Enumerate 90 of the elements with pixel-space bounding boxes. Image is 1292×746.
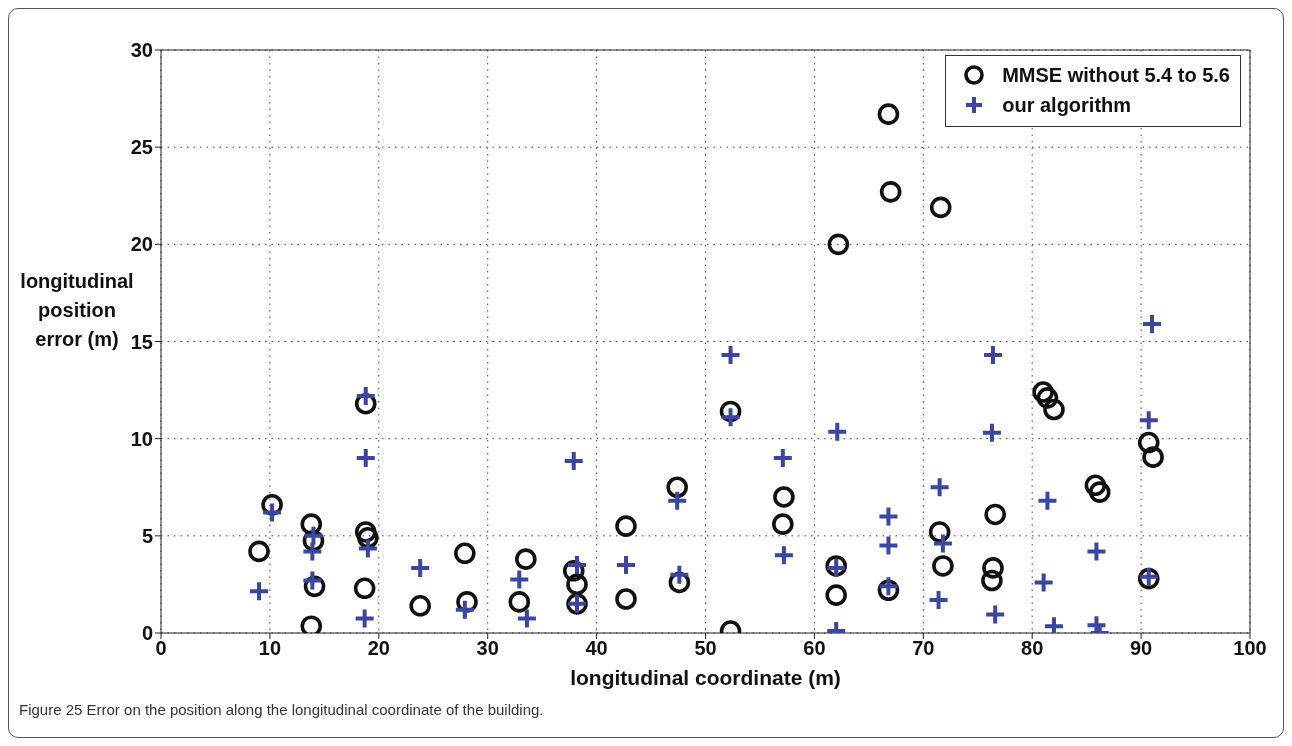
point — [984, 603, 1007, 626]
point — [929, 196, 952, 219]
point — [827, 233, 850, 256]
point — [877, 103, 900, 125]
point — [515, 548, 537, 570]
point — [301, 569, 324, 592]
x-tick-label: 40 — [585, 637, 608, 660]
point — [566, 573, 588, 596]
y-tick-label: 10 — [130, 427, 153, 450]
point — [615, 515, 637, 537]
point — [615, 553, 637, 576]
point — [454, 542, 476, 565]
point — [615, 588, 637, 610]
point — [1142, 446, 1164, 468]
point — [1085, 540, 1108, 563]
point — [1032, 571, 1055, 594]
point — [668, 563, 691, 586]
point — [354, 521, 377, 543]
x-tick-label: 30 — [476, 637, 499, 660]
legend-label: MMSE without 5.4 to 5.6 — [1002, 63, 1230, 87]
point — [666, 489, 689, 512]
x-tick-label: 70 — [912, 637, 935, 660]
point — [927, 588, 950, 611]
point — [515, 607, 538, 630]
point — [666, 476, 688, 499]
point — [982, 344, 1004, 367]
point — [353, 607, 376, 630]
legend-label: our algorithm — [1002, 93, 1132, 117]
point — [980, 421, 1003, 444]
x-tick-label: 90 — [1129, 637, 1153, 660]
point — [719, 406, 742, 429]
x-tick-label: 60 — [803, 637, 826, 660]
point — [248, 540, 270, 563]
caption: Figure 25 Error on the position along the longitudinal coordinate of the building. — [19, 701, 544, 718]
point — [928, 521, 951, 543]
point — [302, 524, 325, 547]
point — [562, 450, 585, 473]
point — [1084, 474, 1107, 497]
point — [409, 556, 432, 579]
point — [771, 447, 794, 470]
point — [772, 544, 795, 567]
y-tick-label: 30 — [130, 39, 153, 62]
point — [1140, 313, 1163, 336]
point — [1036, 489, 1059, 512]
x-axis-title: longitudinal coordinate (m) — [570, 666, 841, 689]
point — [981, 569, 1003, 592]
point — [1137, 409, 1160, 432]
x-tick-label: 20 — [367, 637, 390, 660]
point — [508, 591, 531, 613]
x-tick-label: 10 — [258, 637, 282, 660]
y-tick-label: 0 — [141, 622, 153, 645]
point — [931, 532, 954, 555]
point — [984, 503, 1006, 526]
point — [826, 420, 849, 443]
point — [301, 540, 324, 563]
point — [1137, 431, 1160, 454]
point — [409, 594, 431, 617]
x-tick-label: 50 — [694, 637, 717, 660]
point — [1043, 398, 1065, 421]
point — [1088, 481, 1111, 503]
point — [773, 486, 795, 508]
y-tick-label: 20 — [130, 233, 153, 256]
y-tick-label: 25 — [130, 136, 153, 159]
point — [772, 513, 794, 535]
point — [1032, 381, 1054, 403]
point — [879, 181, 902, 203]
point — [300, 513, 323, 535]
y-tick-label: 15 — [130, 330, 153, 353]
point — [932, 555, 954, 577]
point — [1036, 387, 1059, 409]
point — [566, 553, 588, 576]
point — [354, 447, 377, 470]
point — [508, 568, 531, 591]
x-tick-label: 80 — [1021, 637, 1044, 660]
point — [877, 505, 900, 528]
point — [354, 384, 377, 407]
point — [928, 476, 951, 499]
x-tick-label: 0 — [155, 637, 167, 660]
y-tick-label: 5 — [141, 524, 153, 547]
point — [1085, 614, 1108, 633]
point — [719, 344, 742, 367]
point — [877, 534, 900, 557]
point — [982, 557, 1004, 579]
point — [453, 598, 476, 621]
point — [356, 537, 379, 560]
point — [353, 577, 376, 600]
point — [248, 580, 271, 603]
point — [261, 501, 284, 524]
x-tick-label: 100 — [1233, 637, 1267, 660]
point — [825, 584, 847, 606]
